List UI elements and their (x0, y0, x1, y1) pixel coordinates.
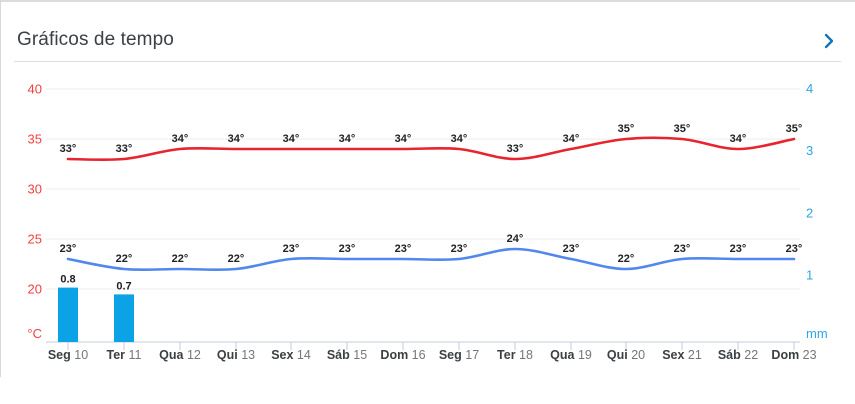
temp-label: 34° (451, 133, 468, 145)
x-axis-label: Sex 14 (271, 348, 311, 362)
temp-label: 33° (60, 143, 77, 155)
temp-label: 22° (172, 253, 189, 265)
temp-label: 23° (563, 243, 580, 255)
temp-label: 23° (786, 243, 803, 255)
temp-label: 23° (60, 243, 77, 255)
axis-unit-mm: mm (806, 326, 828, 341)
x-axis-label: Sex 21 (662, 348, 702, 362)
top-border (0, 0, 855, 2)
x-axis-label: Seg 17 (439, 348, 479, 362)
left-border (0, 0, 1, 377)
y-axis-label-left: 35 (28, 132, 42, 147)
x-axis-label: Ter 18 (497, 348, 533, 362)
x-axis-label: Qua 12 (159, 348, 201, 362)
x-axis-label: Sáb 15 (327, 348, 367, 362)
temp-label: 34° (395, 133, 412, 145)
expand-charts-button[interactable] (819, 31, 839, 51)
y-axis-label-left: 30 (28, 182, 42, 197)
x-axis-label: Dom 23 (771, 348, 816, 362)
temp-label: 35° (618, 123, 635, 135)
y-axis-label-left: 25 (28, 232, 42, 247)
temp-label: 23° (730, 243, 747, 255)
temp-label: 34° (730, 133, 747, 145)
temp-label: 23° (451, 243, 468, 255)
chevron-right-icon (824, 33, 834, 49)
page-title: Gráficos de tempo (17, 29, 174, 50)
x-axis-label: Dom 16 (380, 348, 425, 362)
temp-label: 22° (116, 253, 133, 265)
temp-label: 22° (228, 253, 245, 265)
x-axis-label: Qui 13 (217, 348, 255, 362)
temp-label: 34° (563, 133, 580, 145)
temp-label: 24° (507, 233, 524, 245)
precip-bar (114, 294, 134, 342)
temp-label: 34° (283, 133, 300, 145)
y-axis-label-right: 4 (806, 81, 813, 96)
precip-value-label: 0.8 (60, 274, 75, 286)
temperatura-maxima-line (66, 136, 796, 162)
temp-label: 34° (172, 133, 189, 145)
temp-label: 35° (674, 123, 691, 135)
y-axis-label-right: 2 (806, 205, 813, 220)
temp-label: 34° (339, 133, 356, 145)
y-axis-label-right: 3 (806, 143, 813, 158)
x-axis-label: Qui 20 (607, 348, 645, 362)
x-axis-label: Seg 10 (48, 348, 88, 362)
precip-bar (58, 287, 78, 342)
x-axis-label: Qua 19 (550, 348, 592, 362)
title-divider (14, 61, 841, 62)
temperatura-minima-line (66, 247, 796, 272)
temp-label: 23° (674, 243, 691, 255)
y-axis-label-right: 1 (806, 268, 813, 283)
temp-label: 35° (786, 123, 803, 135)
y-axis-label-left: 40 (28, 82, 42, 97)
temp-label: 33° (507, 143, 524, 155)
temp-label: 34° (228, 133, 245, 145)
temp-label: 22° (618, 253, 635, 265)
x-axis-label: Sáb 22 (718, 348, 758, 362)
temp-label: 33° (116, 143, 133, 155)
y-axis-label-left: 20 (28, 282, 42, 297)
temp-label: 23° (395, 243, 412, 255)
temp-label: 23° (339, 243, 356, 255)
axis-unit-celsius: °C (27, 326, 42, 341)
x-axis-label: Ter 11 (107, 348, 142, 362)
temp-label: 23° (283, 243, 300, 255)
precip-value-label: 0.7 (116, 280, 131, 292)
